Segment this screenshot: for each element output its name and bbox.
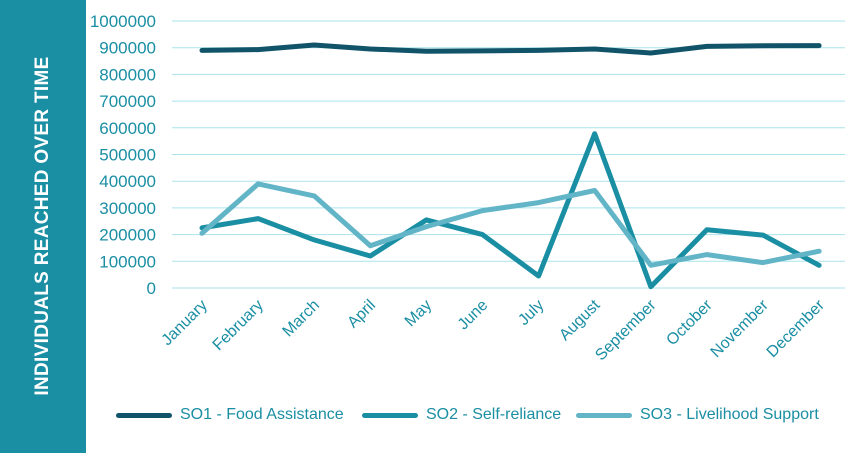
y-tick-label: 300000 — [99, 199, 156, 218]
side-panel: INDIVIDUALS REACHED OVER TIME — [0, 0, 86, 453]
legend-label: SO1 - Food Assistance — [180, 406, 344, 423]
y-tick-label: 900000 — [99, 39, 156, 58]
x-tick-label: November — [708, 296, 773, 361]
series-lines — [199, 42, 822, 290]
legend-swatch — [362, 412, 418, 418]
legend-swatch — [116, 412, 172, 418]
x-tick-label: July — [515, 297, 547, 329]
x-tick-label: March — [280, 297, 323, 340]
x-tick-label: January — [159, 297, 211, 349]
x-tick-label: April — [344, 297, 379, 332]
x-tick-label: June — [455, 297, 492, 334]
y-tick-label: 1000000 — [90, 12, 156, 31]
x-tick-label: February — [210, 297, 267, 354]
legend-label: SO3 - Livelihood Support — [640, 406, 819, 423]
y-tick-label: 700000 — [99, 92, 156, 111]
y-tick-label: 800000 — [99, 65, 156, 84]
series-line — [199, 42, 822, 56]
x-tick-label: December — [764, 296, 829, 361]
series-line — [199, 131, 822, 290]
y-tick-label: 400000 — [99, 172, 156, 191]
y-tick-label: 600000 — [99, 119, 156, 138]
series-line — [199, 181, 822, 268]
x-tick-label: August — [556, 296, 604, 344]
legend-swatch — [576, 412, 632, 418]
legend-label: SO2 - Self-reliance — [426, 406, 562, 423]
legend-item-food-assistance[interactable]: SO1 - Food Assistance — [116, 404, 344, 426]
gridlines — [172, 20, 845, 289]
y-tick-labels: 1000000900000800000700000600000500000400… — [90, 12, 156, 298]
y-tick-label: 500000 — [99, 146, 156, 165]
y-tick-label: 0 — [147, 279, 156, 298]
y-tick-label: 200000 — [99, 226, 156, 245]
legend-item-livelihood-support[interactable]: SO3 - Livelihood Support — [576, 404, 819, 426]
x-tick-label: September — [592, 296, 660, 364]
x-tick-label: October — [663, 296, 716, 349]
x-tick-label: May — [402, 297, 435, 330]
legend-item-self-reliance[interactable]: SO2 - Self-reliance — [362, 404, 561, 426]
y-tick-label: 100000 — [99, 252, 156, 271]
